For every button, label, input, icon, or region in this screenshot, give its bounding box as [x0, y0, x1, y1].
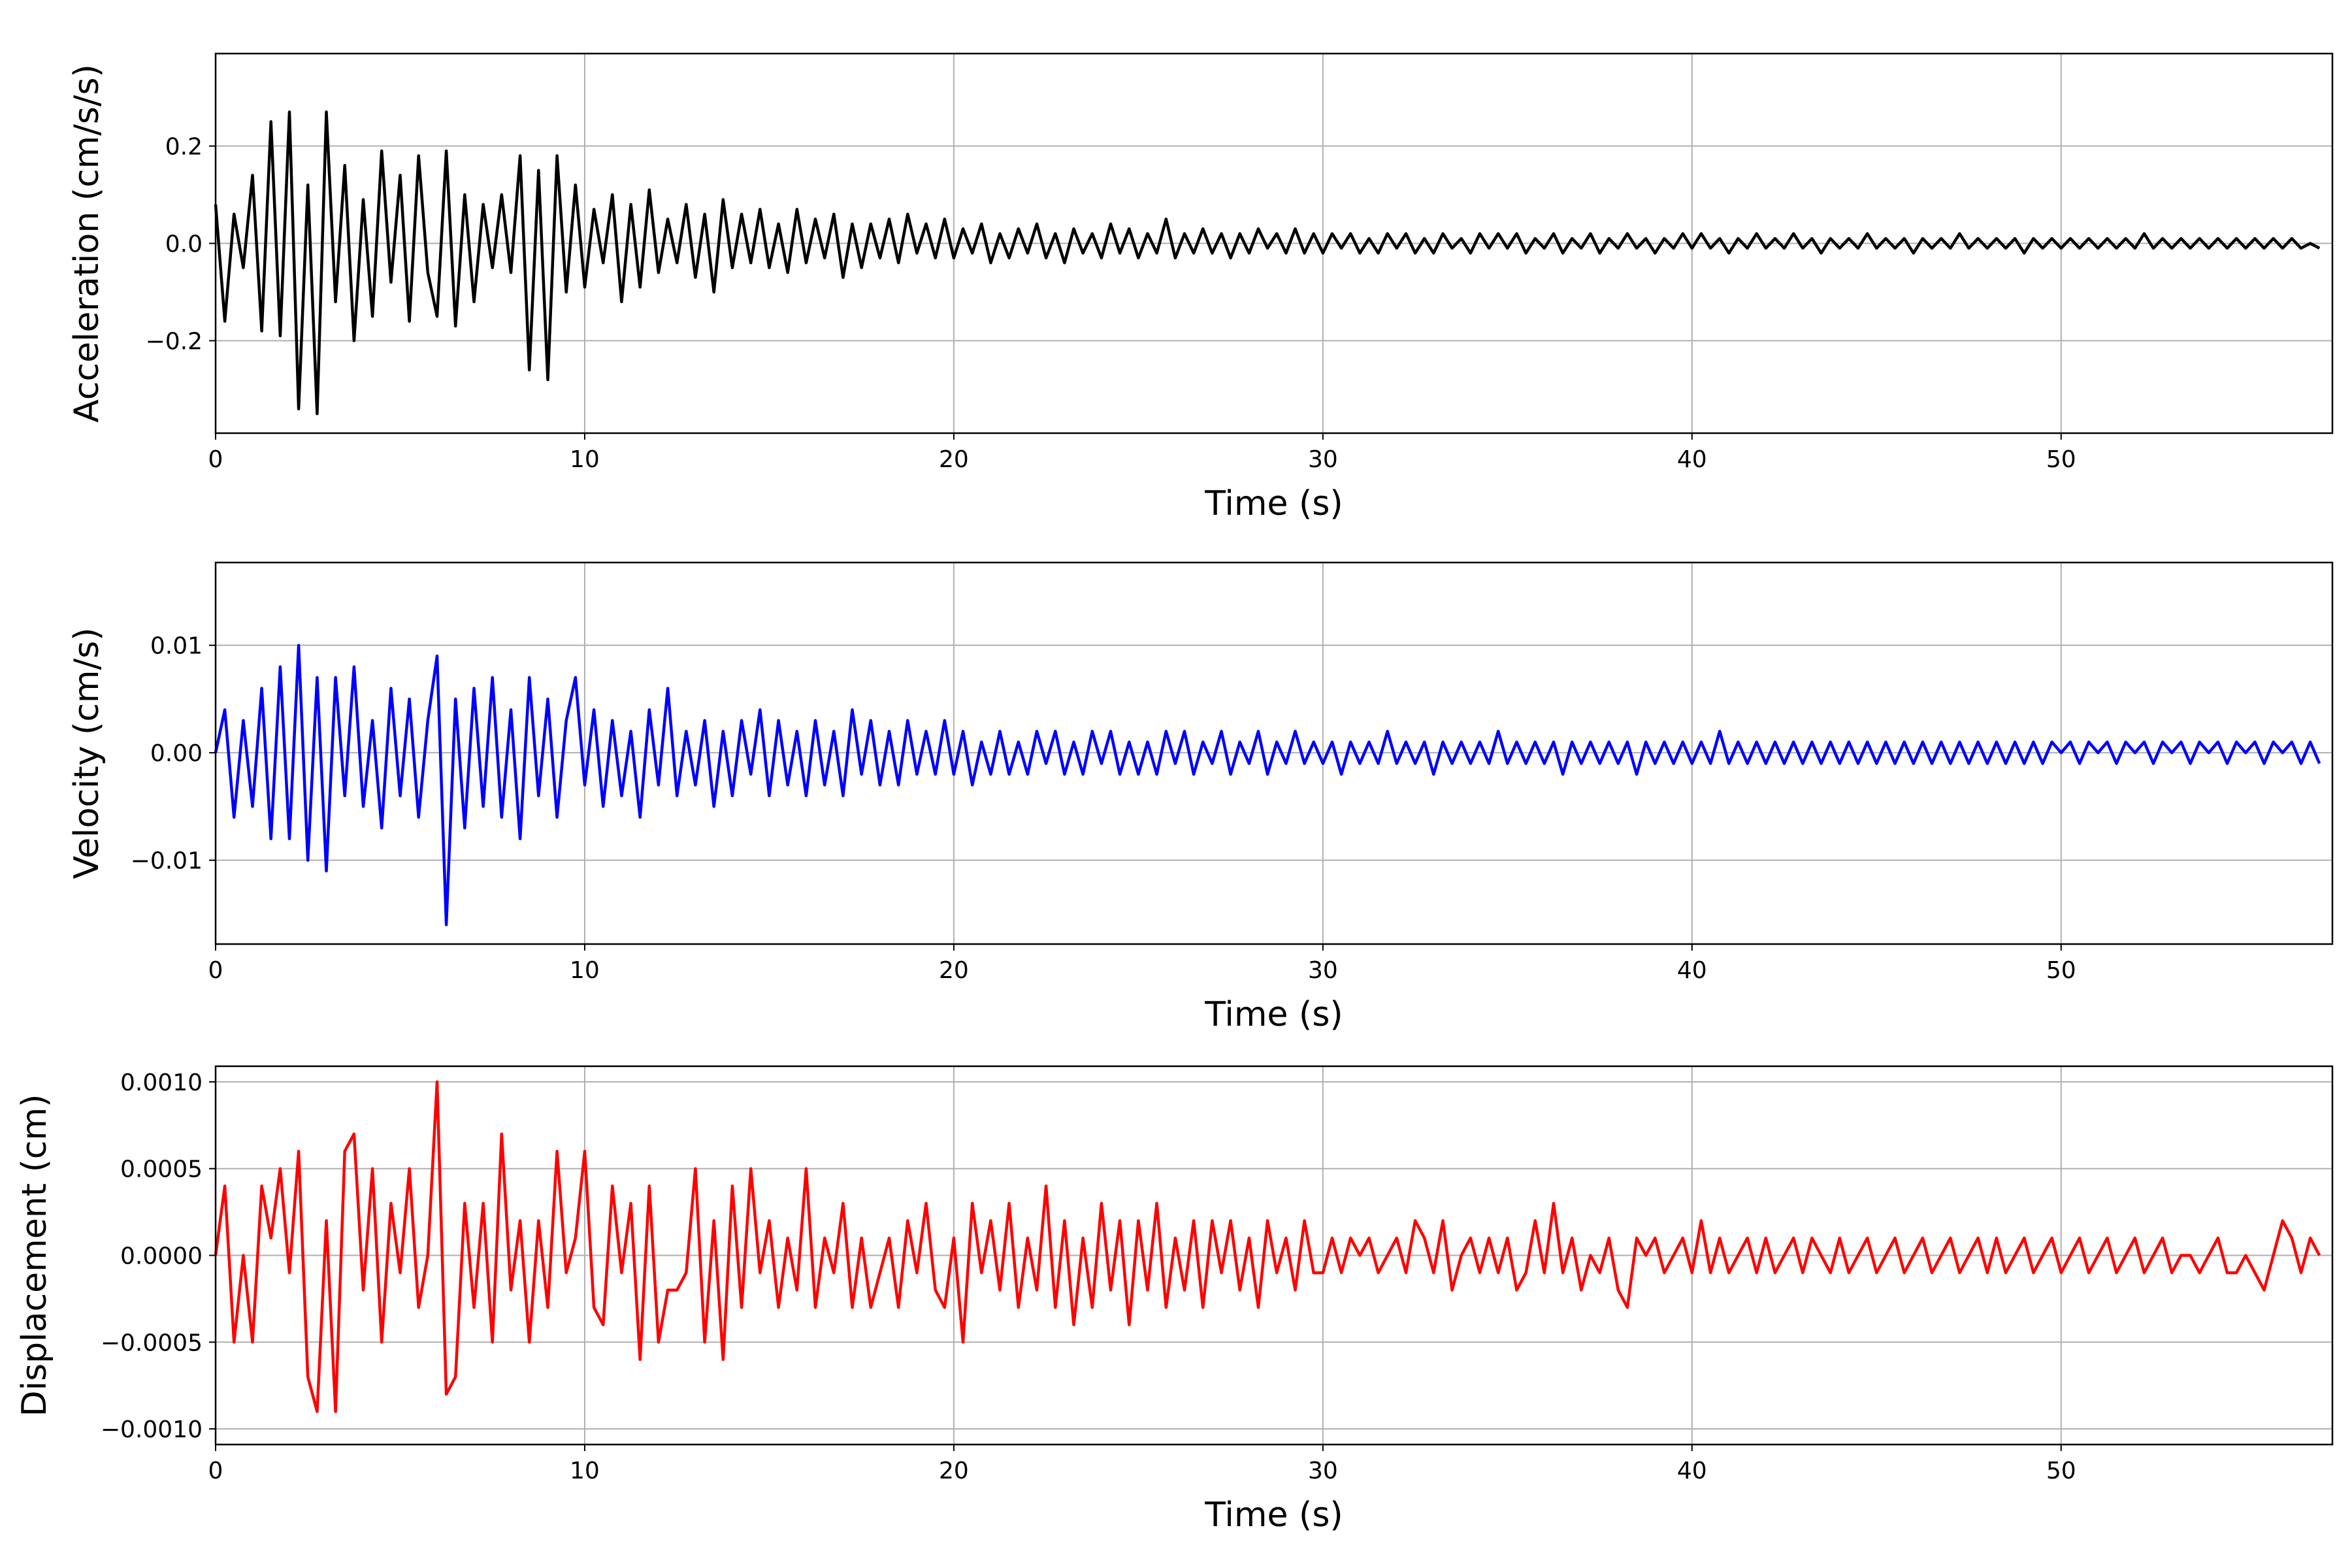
displacement-subplot: 0 10 20 30 40 50 −0.0010 −0.0005 0.0000 0.0005 0.0…	[15, 1065, 2334, 1535]
x-tick-label: 20	[939, 957, 969, 984]
x-tick-label: 40	[1677, 446, 1707, 473]
x-tick-label: 20	[939, 446, 969, 473]
y-tick-label: 0.0005	[120, 1156, 203, 1183]
acceleration-subplot: 0 10 20 30 40 50 −0.2 0.0 0.2 Time (s) Acceleratio…	[67, 52, 2334, 523]
x-tick-label: 30	[1308, 957, 1338, 984]
y-tick-label: 0.0010	[120, 1070, 203, 1096]
y-tick-label: −0.2	[146, 328, 203, 355]
axes-frame	[214, 1065, 2334, 1446]
x-tick-label: 10	[570, 446, 600, 473]
y-axis-label: Acceleration (cm/s/s)	[67, 64, 106, 423]
x-tick-label: 0	[208, 446, 223, 473]
y-tick-label: −0.0010	[101, 1416, 203, 1443]
x-tick-label: 0	[208, 957, 223, 984]
displacement-series-line	[214, 1080, 2321, 1413]
x-tick-label: 0	[208, 1458, 223, 1484]
axes-frame	[214, 52, 2334, 434]
x-axis-label: Time (s)	[1204, 484, 1343, 523]
x-tick-label: 50	[2046, 957, 2076, 984]
y-axis-label: Displacement (cm)	[15, 1094, 54, 1417]
velocity-subplot: 0 10 20 30 40 50 −0.01 0.00 0.01 Time (s) Velocity…	[67, 561, 2334, 1034]
x-tick-label: 20	[939, 1458, 969, 1484]
x-tick-label: 50	[2046, 1458, 2076, 1484]
y-tick-label: −0.01	[131, 848, 203, 875]
velocity-series-line	[214, 644, 2321, 926]
x-tick-label: 40	[1677, 957, 1707, 984]
x-axis-label: Time (s)	[1204, 1495, 1343, 1535]
x-axis-label: Time (s)	[1204, 995, 1343, 1034]
y-tick-label: 0.0000	[120, 1243, 203, 1270]
y-tick-label: 0.0	[165, 231, 203, 258]
x-tick-label: 10	[570, 957, 600, 984]
acceleration-series-line	[214, 110, 2321, 416]
x-tick-label: 40	[1677, 1458, 1707, 1484]
axes-frame	[214, 561, 2334, 945]
y-tick-label: −0.0005	[101, 1330, 203, 1356]
x-tick-label: 30	[1308, 446, 1338, 473]
x-tick-label: 30	[1308, 1458, 1338, 1484]
x-tick-label: 50	[2046, 446, 2076, 473]
y-tick-label: 0.2	[165, 134, 203, 161]
x-tick-label: 10	[570, 1458, 600, 1484]
y-tick-label: 0.00	[150, 740, 203, 767]
y-axis-label: Velocity (cm/s)	[67, 628, 106, 879]
y-tick-label: 0.01	[150, 633, 203, 660]
